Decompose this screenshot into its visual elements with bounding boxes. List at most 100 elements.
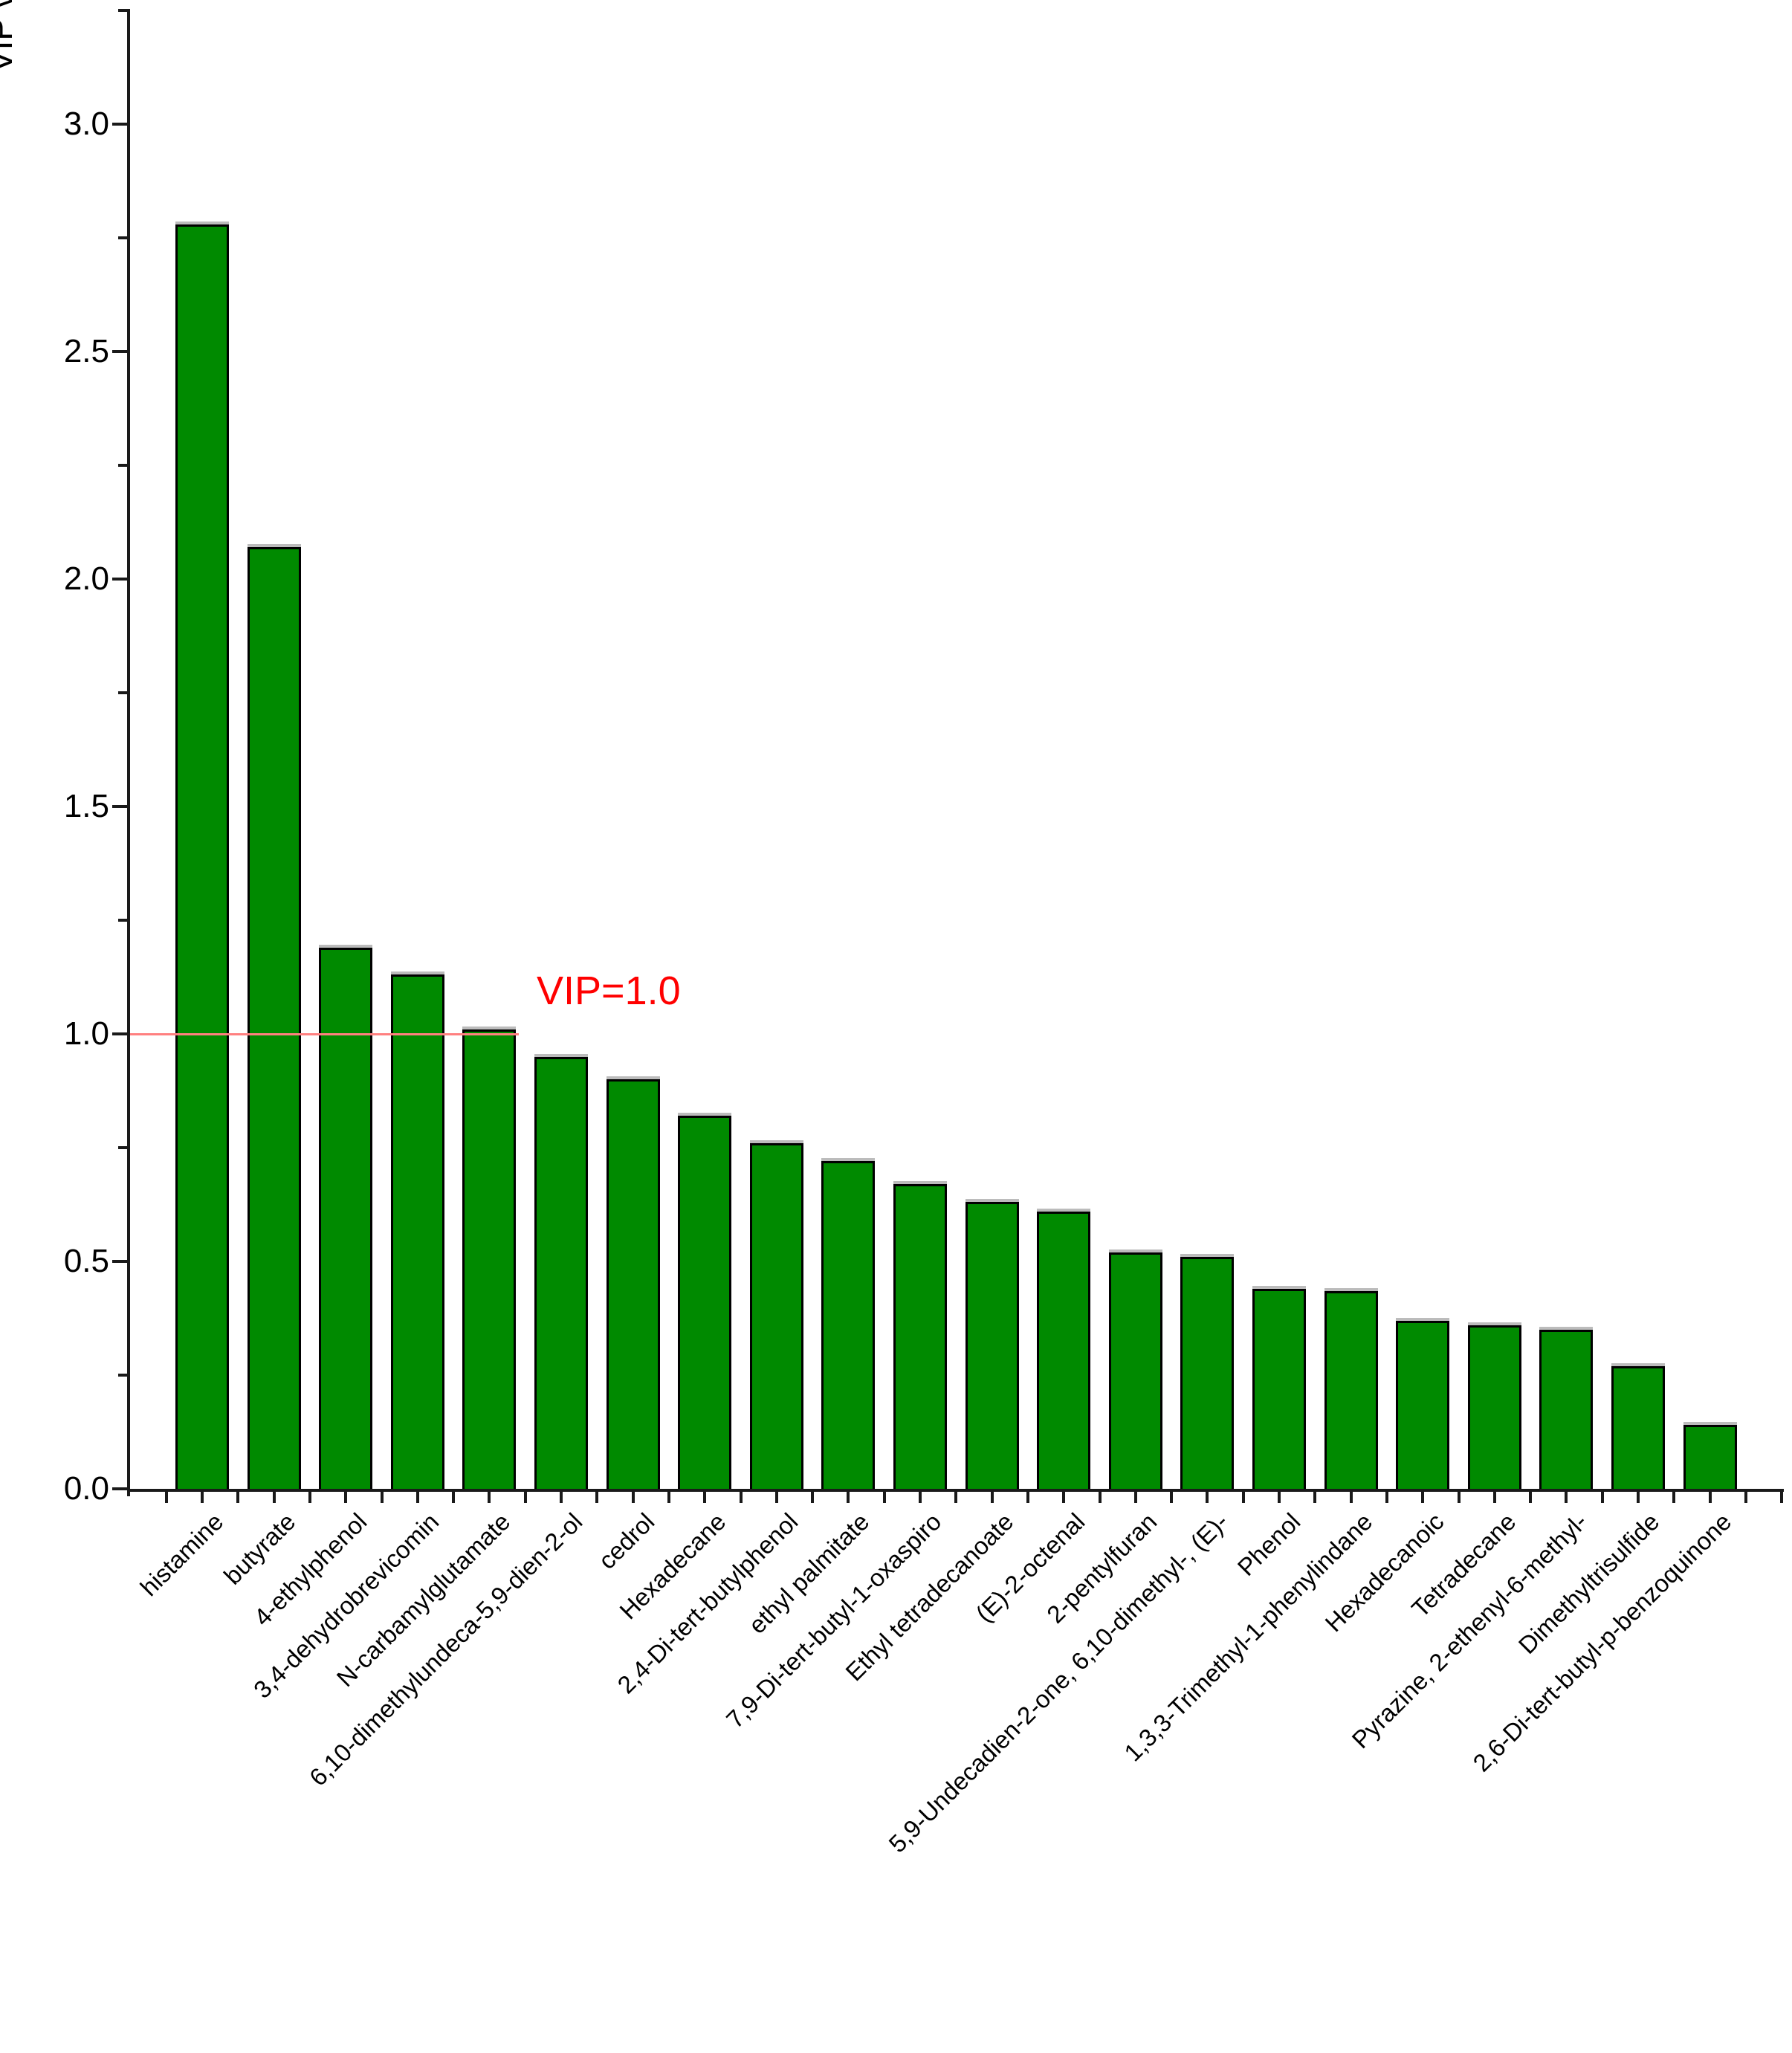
x-tick — [164, 1492, 168, 1503]
y-tick-label: 0.5 — [63, 1243, 109, 1279]
x-tick — [344, 1492, 348, 1503]
x-tick — [523, 1492, 527, 1503]
bar-7-9-di-tert-butyl-1-oxaspiro — [893, 1184, 947, 1489]
x-tick — [774, 1492, 778, 1503]
x-tick — [1062, 1492, 1066, 1503]
x-tick — [1278, 1492, 1281, 1503]
vip-threshold-line — [130, 1033, 519, 1035]
x-tick — [1600, 1492, 1604, 1503]
x-tick — [1421, 1492, 1425, 1503]
x-category-label: 1,3,3-Trimethyl-1-phenylindane — [1119, 1507, 1378, 1767]
bar-cedrol — [607, 1079, 660, 1489]
x-category-label: 2,6-Di-tert-butyl-p-benzoquinone — [1467, 1507, 1737, 1777]
x-tick — [739, 1492, 743, 1503]
x-tick — [201, 1492, 204, 1503]
bar-4-ethylphenol — [319, 948, 372, 1489]
bar-dimethyltrisulfide — [1611, 1366, 1665, 1489]
x-tick — [1708, 1492, 1712, 1503]
bar-1-3-3-trimethyl-1-phenylindane — [1324, 1291, 1378, 1489]
x-tick — [631, 1492, 635, 1503]
bar-ethyl-palmitate — [821, 1161, 875, 1489]
y-minor-tick — [118, 919, 127, 922]
x-tick — [1241, 1492, 1245, 1503]
bar-hexadecanoic — [1396, 1321, 1449, 1489]
x-tick — [1744, 1492, 1747, 1503]
x-tick — [1098, 1492, 1102, 1503]
x-tick — [595, 1492, 599, 1503]
x-tick — [919, 1492, 922, 1503]
x-axis-line — [127, 1489, 1784, 1492]
x-category-label: 2,4-Di-tert-butylphenol — [612, 1507, 803, 1699]
x-tick — [380, 1492, 384, 1503]
x-tick — [1457, 1492, 1461, 1503]
x-tick — [667, 1492, 670, 1503]
x-category-label: Dimethyltrisulfide — [1513, 1507, 1665, 1660]
bar-tetradecane — [1468, 1325, 1521, 1489]
y-tick-label: 3.0 — [63, 106, 109, 142]
y-tick-label: 2.0 — [63, 560, 109, 597]
bar-hexadecane — [678, 1116, 731, 1489]
y-major-tick — [112, 805, 127, 808]
x-category-label: Pyrazine, 2-ethenyl-6-methyl- — [1346, 1507, 1593, 1754]
x-tick — [811, 1492, 815, 1503]
bar-e-2-octenal — [1037, 1212, 1090, 1489]
y-minor-tick — [118, 236, 127, 239]
x-category-label: 5,9-Undecadien-2-one, 6,10-dimethyl-, (E… — [883, 1507, 1234, 1858]
x-category-label: Hexadecane — [614, 1507, 731, 1625]
x-category-label: Tetradecane — [1406, 1507, 1521, 1623]
y-axis-line — [127, 9, 130, 1496]
y-minor-tick — [118, 1374, 127, 1377]
x-category-label: 2-pentylfuran — [1041, 1507, 1162, 1629]
bar-2-pentylfuran — [1109, 1252, 1162, 1489]
y-tick-label: 2.5 — [63, 333, 109, 369]
x-tick — [1349, 1492, 1353, 1503]
x-category-label: ethyl palmitate — [743, 1507, 875, 1639]
bar-ethyl-tetradecanoate — [965, 1202, 1019, 1489]
x-tick — [560, 1492, 563, 1503]
x-category-label: Phenol — [1232, 1507, 1306, 1582]
x-tick — [415, 1492, 419, 1503]
bar-histamine — [175, 224, 229, 1489]
x-tick — [1672, 1492, 1676, 1503]
vip-threshold-label: VIP=1.0 — [537, 969, 681, 1013]
bar-butyrate — [248, 547, 301, 1489]
y-tick-label: 0.0 — [63, 1470, 109, 1507]
x-tick — [1026, 1492, 1029, 1503]
bar-6-10-dimethylundeca-5-9-dien-2-ol — [534, 1057, 588, 1489]
bar-2-6-di-tert-butyl-p-benzoquinone — [1683, 1425, 1737, 1489]
x-category-label: Ethyl tetradecanoate — [840, 1507, 1019, 1687]
x-tick — [236, 1492, 240, 1503]
y-minor-tick — [118, 1146, 127, 1149]
x-tick — [1313, 1492, 1317, 1503]
x-tick — [488, 1492, 491, 1503]
y-major-tick — [112, 1487, 127, 1490]
bar-3-4-dehydrobrevicomin — [391, 974, 444, 1489]
x-category-label: 6,10-dimethylundeca-5,9-dien-2-ol — [303, 1507, 588, 1791]
y-tick-label: 1.5 — [63, 788, 109, 824]
y-minor-tick — [118, 9, 127, 12]
x-tick — [308, 1492, 311, 1503]
y-major-tick — [112, 1260, 127, 1263]
x-tick — [272, 1492, 276, 1503]
x-category-label: Hexadecanoic — [1319, 1507, 1449, 1637]
x-tick — [990, 1492, 994, 1503]
bar-2-4-di-tert-butylphenol — [750, 1143, 803, 1489]
x-tick — [847, 1492, 850, 1503]
vip-bar-chart: VIP value 0.00.51.01.52.02.53.0 VIP=1.0 … — [0, 0, 1784, 1858]
x-tick — [1492, 1492, 1496, 1503]
x-tick — [703, 1492, 707, 1503]
x-tick — [1170, 1492, 1174, 1503]
x-tick — [1206, 1492, 1209, 1503]
bar-phenol — [1252, 1289, 1306, 1489]
x-category-label: cedrol — [592, 1507, 660, 1575]
bar-n-carbamylglutamate — [462, 1029, 516, 1489]
bar-pyrazine-2-ethenyl-6-methyl — [1539, 1330, 1593, 1489]
x-tick — [1133, 1492, 1137, 1503]
bar-5-9-undecadien-2-one-6-10-dimethyl-e — [1180, 1257, 1234, 1489]
y-major-tick — [112, 1032, 127, 1035]
y-major-tick — [112, 350, 127, 353]
y-tick-label: 1.0 — [63, 1015, 109, 1052]
x-tick — [954, 1492, 958, 1503]
y-major-tick — [112, 123, 127, 126]
x-tick — [1529, 1492, 1533, 1503]
